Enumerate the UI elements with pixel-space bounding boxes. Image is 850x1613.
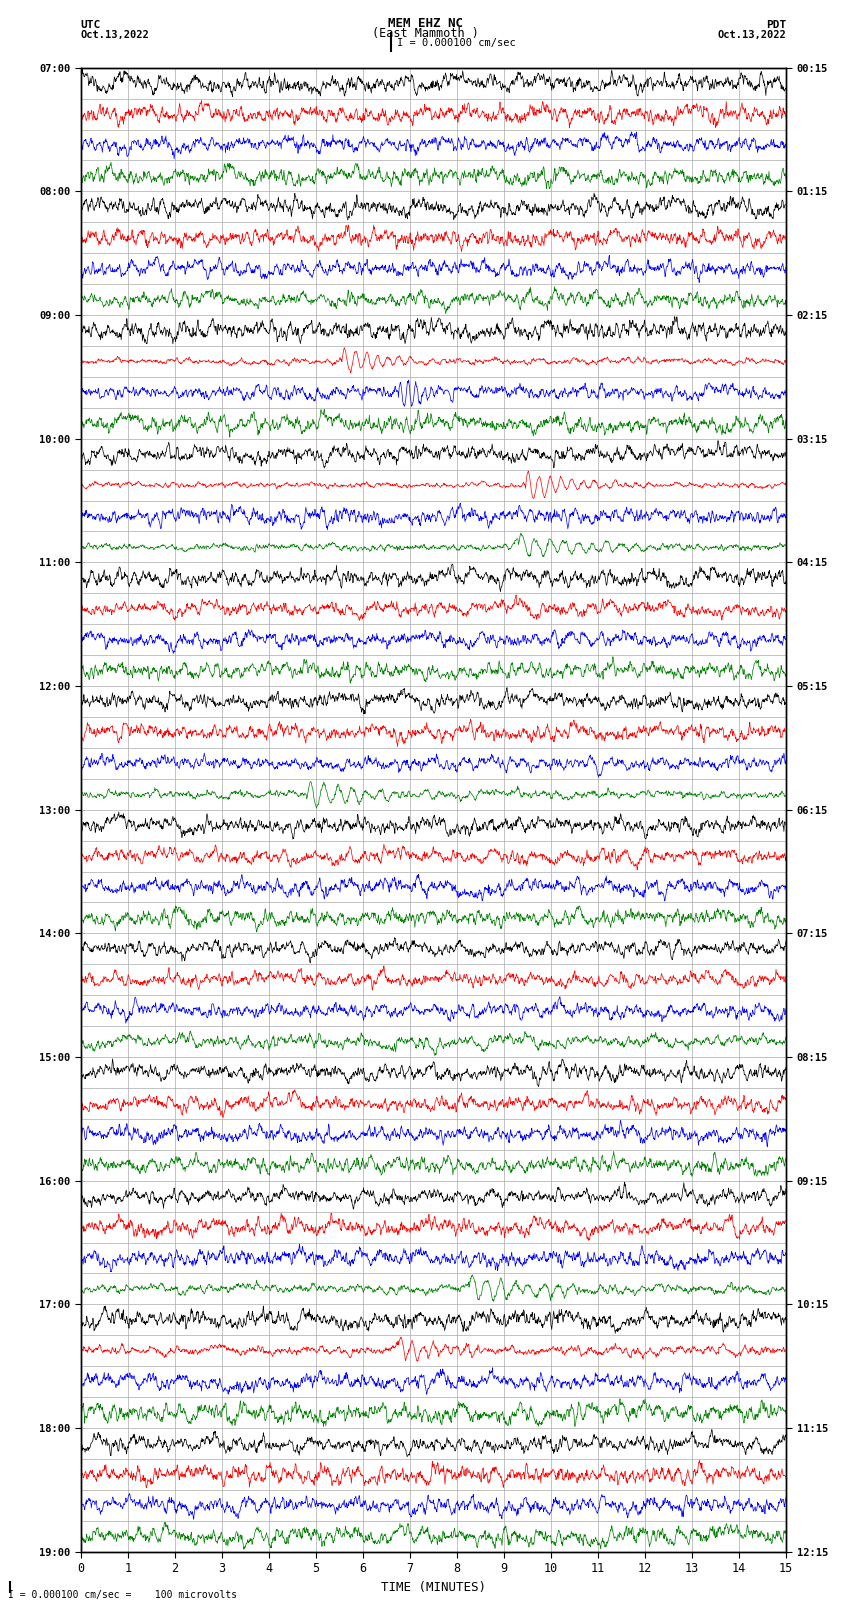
Text: Oct.13,2022: Oct.13,2022 bbox=[717, 29, 786, 39]
Text: I = 0.000100 cm/sec =    100 microvolts: I = 0.000100 cm/sec = 100 microvolts bbox=[8, 1590, 238, 1600]
Text: (East Mammoth ): (East Mammoth ) bbox=[371, 26, 479, 39]
Text: I = 0.000100 cm/sec: I = 0.000100 cm/sec bbox=[397, 37, 516, 48]
X-axis label: TIME (MINUTES): TIME (MINUTES) bbox=[381, 1581, 486, 1594]
Text: MEM EHZ NC: MEM EHZ NC bbox=[388, 16, 462, 31]
Text: Oct.13,2022: Oct.13,2022 bbox=[81, 29, 150, 39]
Text: PDT: PDT bbox=[766, 19, 786, 31]
Text: UTC: UTC bbox=[81, 19, 101, 31]
